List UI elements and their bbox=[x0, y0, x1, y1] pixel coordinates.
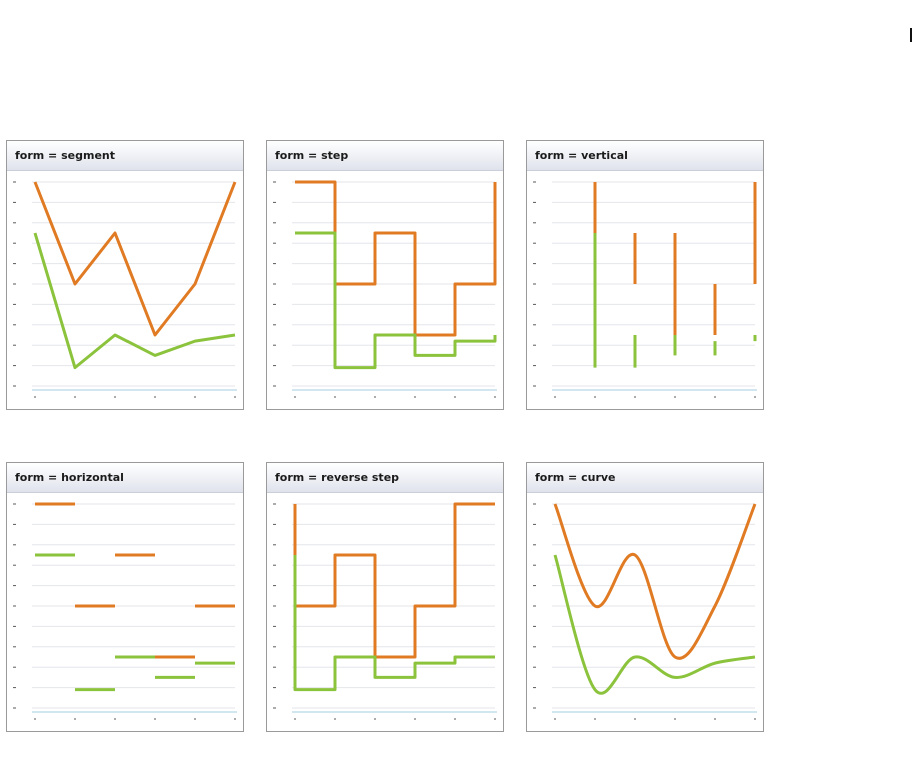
chart-title: form = step bbox=[275, 149, 349, 162]
chart-panel-reverse-step: form = reverse step bbox=[266, 462, 504, 732]
text-cursor bbox=[910, 28, 912, 42]
chart-plot bbox=[13, 502, 237, 720]
panel-header: form = step bbox=[267, 141, 503, 171]
chart-title: form = horizontal bbox=[15, 471, 124, 484]
chart-plot bbox=[13, 181, 237, 398]
chart-plot bbox=[533, 181, 757, 398]
chart-panel-horizontal: form = horizontal bbox=[6, 462, 244, 732]
panel-header: form = vertical bbox=[527, 141, 763, 171]
panel-header: form = segment bbox=[7, 141, 243, 171]
chart-panel-curve: form = curve bbox=[526, 462, 764, 732]
chart-title: form = vertical bbox=[535, 149, 628, 162]
chart-title: form = segment bbox=[15, 149, 115, 162]
chart-plot bbox=[273, 180, 497, 398]
chart-panel-segment: form = segment bbox=[6, 140, 244, 410]
green-series bbox=[293, 555, 495, 692]
orange-series bbox=[33, 181, 237, 337]
chart-plot bbox=[533, 503, 757, 720]
orange-series bbox=[553, 503, 757, 660]
green-series bbox=[33, 232, 236, 370]
panel-header: form = curve bbox=[527, 463, 763, 493]
chart-panel-vertical: form = vertical bbox=[526, 140, 764, 410]
panel-header: form = horizontal bbox=[7, 463, 243, 493]
orange-series bbox=[295, 180, 497, 337]
chart-plot bbox=[273, 502, 497, 720]
green-series bbox=[553, 554, 756, 695]
chart-title: form = curve bbox=[535, 471, 616, 484]
green-series bbox=[295, 231, 497, 370]
orange-series bbox=[293, 502, 495, 659]
chart-title: form = reverse step bbox=[275, 471, 400, 484]
chart-panel-step: form = step bbox=[266, 140, 504, 410]
panel-header: form = reverse step bbox=[267, 463, 503, 493]
